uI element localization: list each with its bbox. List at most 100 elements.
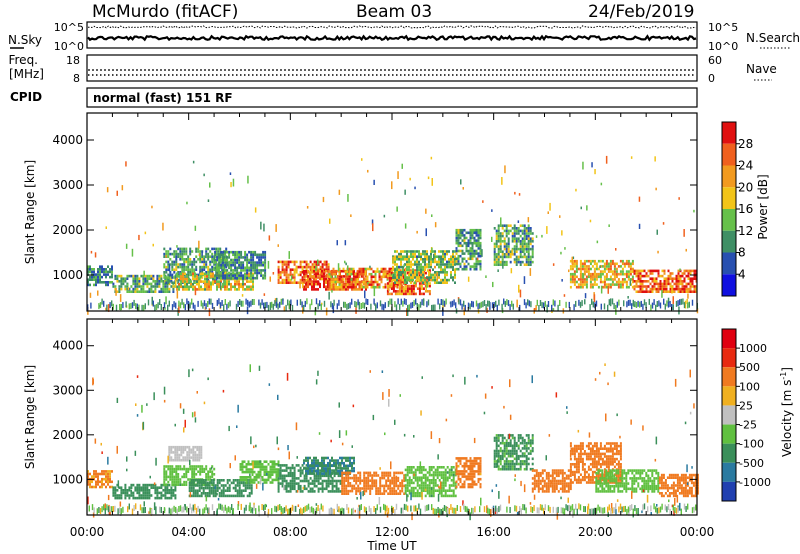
echo-cell bbox=[531, 250, 534, 253]
echo-cell bbox=[414, 260, 416, 264]
echo-cell bbox=[327, 265, 330, 269]
echo-cell bbox=[370, 278, 373, 281]
echo-cell bbox=[382, 285, 385, 289]
echo-cell bbox=[214, 276, 217, 280]
echo-cell bbox=[400, 258, 402, 261]
echo-cell bbox=[344, 270, 347, 273]
echo-cell bbox=[410, 290, 413, 293]
echo-cell bbox=[315, 280, 317, 283]
echo-cell bbox=[394, 273, 396, 277]
echo-cell bbox=[116, 496, 119, 500]
echo-cell bbox=[422, 271, 424, 274]
echo-cell bbox=[126, 285, 129, 288]
echo-cell bbox=[258, 261, 261, 264]
y-tick-label: 4000 bbox=[52, 133, 83, 147]
echo-cell bbox=[454, 281, 456, 284]
scatter-echo bbox=[671, 285, 673, 294]
ground-scatter-cell bbox=[282, 298, 284, 305]
echo-cell bbox=[593, 272, 596, 276]
echo-cell bbox=[505, 234, 508, 238]
echo-cell bbox=[195, 473, 198, 476]
echo-cell bbox=[341, 469, 343, 473]
scatter-echo bbox=[397, 171, 399, 179]
echo-cell bbox=[334, 280, 337, 284]
echo-cell bbox=[452, 473, 455, 477]
echo-cell bbox=[309, 464, 311, 468]
echo-cell bbox=[196, 453, 199, 457]
echo-cell bbox=[477, 262, 480, 266]
echo-cell bbox=[418, 276, 420, 279]
echo-cell bbox=[269, 476, 272, 479]
echo-cell bbox=[97, 483, 99, 486]
echo-cell bbox=[501, 255, 504, 259]
echo-cell bbox=[254, 261, 257, 264]
echo-cell bbox=[416, 476, 419, 479]
echo-cell bbox=[525, 250, 528, 253]
echo-cell bbox=[605, 278, 608, 281]
echo-cell bbox=[408, 481, 411, 485]
echo-cell bbox=[244, 266, 247, 270]
echo-cell bbox=[192, 277, 194, 281]
echo-cell bbox=[353, 474, 356, 477]
echo-cell bbox=[177, 265, 180, 269]
echo-cell bbox=[376, 280, 379, 284]
echo-cell bbox=[281, 263, 284, 266]
echo-cell bbox=[136, 280, 139, 283]
echo-cell bbox=[216, 274, 219, 277]
echo-cell bbox=[166, 287, 169, 291]
echo-cell bbox=[455, 467, 458, 471]
echo-cell bbox=[242, 280, 244, 283]
echo-cell bbox=[669, 282, 672, 286]
echo-cell bbox=[611, 259, 614, 263]
echo-cell bbox=[603, 278, 606, 281]
echo-cell bbox=[446, 250, 448, 253]
echo-cell bbox=[416, 484, 419, 487]
echo-cell bbox=[214, 250, 217, 254]
echo-cell bbox=[406, 466, 409, 469]
echo-cell bbox=[111, 485, 113, 489]
echo-cell bbox=[495, 245, 498, 248]
scatter-echo bbox=[207, 199, 210, 202]
echo-cell bbox=[416, 276, 418, 279]
scatter-echo bbox=[174, 280, 177, 288]
echo-cell bbox=[424, 486, 427, 490]
echo-cell bbox=[190, 451, 193, 454]
echo-cell bbox=[452, 276, 454, 279]
ground-scatter-cell bbox=[205, 303, 207, 310]
echo-cell bbox=[301, 276, 304, 279]
echo-cell bbox=[366, 278, 369, 281]
echo-cell bbox=[436, 260, 438, 264]
ground-scatter-cell bbox=[349, 302, 351, 309]
scatter-echo bbox=[627, 296, 629, 299]
echo-cell bbox=[345, 476, 348, 480]
echo-cell bbox=[179, 250, 182, 253]
ground-scatter-cell bbox=[253, 299, 255, 305]
echo-cell bbox=[430, 466, 433, 469]
echo-cell bbox=[142, 277, 145, 280]
echo-cell bbox=[440, 258, 442, 261]
echo-cell bbox=[200, 479, 203, 482]
echo-cell bbox=[111, 470, 113, 473]
echo-cell bbox=[440, 481, 443, 485]
echo-cell bbox=[206, 481, 209, 485]
echo-cell bbox=[240, 481, 243, 485]
echo-cell bbox=[363, 487, 366, 490]
echo-cell bbox=[410, 276, 412, 279]
echo-cell bbox=[577, 285, 580, 289]
echo-cell bbox=[180, 458, 183, 462]
echo-cell bbox=[422, 481, 425, 485]
echo-cell bbox=[220, 266, 223, 270]
ground-scatter-cell bbox=[595, 300, 598, 307]
echo-cell bbox=[665, 280, 668, 283]
echo-cell bbox=[309, 272, 311, 276]
echo-cell bbox=[299, 469, 302, 472]
echo-cell bbox=[631, 259, 634, 263]
echo-cell bbox=[212, 484, 215, 487]
ground-scatter-cell bbox=[397, 298, 399, 305]
ground-scatter-cell bbox=[333, 299, 335, 306]
echo-cell bbox=[248, 276, 251, 280]
echo-cell bbox=[216, 258, 219, 262]
echo-cell bbox=[222, 276, 225, 280]
echo-cell bbox=[395, 492, 398, 495]
echo-cell bbox=[424, 250, 426, 253]
